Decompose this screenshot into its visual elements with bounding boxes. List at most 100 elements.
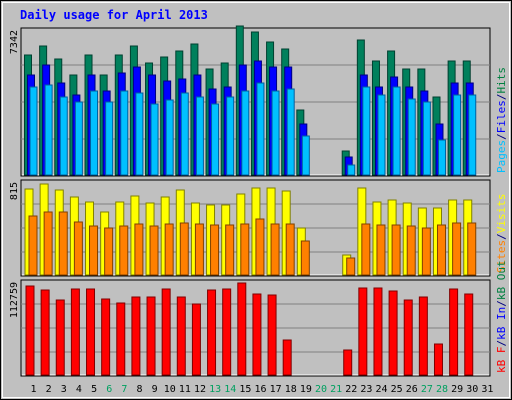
bar-sites-day-17	[270, 223, 280, 276]
bar-sites-day-26	[406, 225, 416, 276]
bar-kb-f-day-30	[464, 293, 474, 376]
bar-pages-day-19	[301, 135, 310, 176]
bar-kb-f-day-18	[282, 339, 292, 376]
legend-part: kB F	[495, 347, 508, 374]
bar-pages-day-16	[256, 82, 265, 176]
x-tick-label-day-24: 24	[376, 384, 388, 395]
bar-kb-f-day-11	[176, 296, 186, 376]
bar-sites-day-6	[104, 227, 114, 276]
bar-pages-day-7	[120, 90, 129, 176]
bar-pages-day-8	[135, 92, 144, 176]
bar-kb-f-day-22	[343, 349, 353, 376]
bar-kb-f-day-12	[191, 303, 201, 376]
x-tick-label-day-14: 14	[224, 384, 236, 395]
bar-kb-f-day-6	[101, 298, 111, 376]
bar-kb-f-day-28	[433, 343, 443, 376]
bar-sites-day-16	[255, 218, 265, 276]
bar-pages-day-22	[347, 164, 356, 176]
x-tick-label-day-27: 27	[421, 384, 433, 395]
x-tick-label-day-11: 11	[179, 384, 191, 395]
legend-part: Hits	[495, 67, 508, 94]
bar-sites-day-4	[73, 221, 83, 276]
bar-sites-day-27	[421, 227, 431, 276]
bar-pages-day-12	[195, 96, 204, 176]
bar-kb-f-day-4	[70, 288, 80, 376]
bar-kb-f-day-16	[252, 293, 262, 376]
x-tick-label-day-16: 16	[254, 384, 266, 395]
chart-title: Daily usage for April 2013	[20, 8, 208, 22]
legend-kbf_kbin_kbout: kB F/kB In/kB Out	[495, 260, 508, 373]
bar-sites-day-25	[391, 224, 401, 276]
legend-visits_sites: Sites/Visits	[495, 194, 508, 274]
bar-kb-f-day-26	[403, 299, 413, 376]
bar-kb-f-day-29	[449, 288, 459, 376]
bar-sites-day-2	[43, 211, 53, 276]
x-tick-label-day-17: 17	[270, 384, 282, 395]
x-tick-label-day-9: 9	[152, 384, 158, 395]
legend-part: /	[495, 300, 508, 307]
bar-sites-day-13	[210, 224, 220, 276]
bar-pages-day-26	[407, 98, 416, 176]
bar-kb-f-day-13	[207, 289, 217, 376]
x-tick-label-day-2: 2	[46, 384, 52, 395]
bar-sites-day-9	[149, 225, 159, 276]
x-tick-label-day-4: 4	[76, 384, 82, 395]
bar-sites-day-28	[436, 224, 446, 276]
bar-kb-f-day-15	[237, 282, 247, 376]
bar-pages-day-3	[59, 96, 68, 176]
x-tick-label-day-21: 21	[330, 384, 342, 395]
bar-sites-day-14	[225, 224, 235, 276]
bar-sites-day-19	[300, 240, 310, 276]
legend-part: kB In	[495, 307, 508, 340]
x-tick-label-day-25: 25	[391, 384, 403, 395]
x-tick-label-day-5: 5	[91, 384, 97, 395]
x-tick-label-day-1: 1	[31, 384, 37, 395]
bar-kb-f-day-5	[86, 288, 96, 376]
bar-pages-day-9	[150, 103, 159, 176]
bar-pages-day-13	[211, 103, 220, 176]
legend-part: kB Out	[495, 260, 508, 300]
bar-sites-day-29	[452, 222, 462, 276]
x-tick-label-day-28: 28	[436, 384, 448, 395]
panel-max-label-visits_sites: 815	[9, 182, 20, 200]
bar-kb-f-day-24	[373, 287, 383, 376]
bar-pages-day-28	[437, 139, 446, 176]
bar-kb-f-day-3	[55, 299, 65, 376]
bar-kb-f-day-23	[358, 287, 368, 376]
x-tick-label-day-6: 6	[106, 384, 112, 395]
x-tick-label-day-7: 7	[121, 384, 127, 395]
x-tick-label-day-15: 15	[239, 384, 251, 395]
bar-pages-day-17	[271, 90, 280, 176]
bar-sites-day-24	[376, 224, 386, 276]
x-tick-label-day-26: 26	[406, 384, 418, 395]
bar-kb-f-day-17	[267, 294, 277, 376]
bar-pages-day-15	[241, 90, 250, 176]
bar-sites-day-8	[134, 223, 144, 276]
legend-part: Visits	[495, 194, 508, 234]
bar-pages-day-1	[29, 86, 38, 176]
legend-part: Sites	[495, 240, 508, 273]
bar-pages-day-25	[392, 86, 401, 176]
x-tick-label-day-20: 20	[315, 384, 327, 395]
bar-pages-day-5	[90, 90, 99, 176]
x-tick-label-day-18: 18	[285, 384, 297, 395]
bar-sites-day-5	[89, 225, 99, 276]
legend-part: /	[495, 233, 508, 240]
x-tick-label-day-8: 8	[136, 384, 142, 395]
legend-hits_files_pages: Pages/Files/Hits	[495, 67, 508, 173]
bar-pages-day-30	[468, 94, 477, 176]
bar-sites-day-23	[361, 223, 371, 276]
bar-kb-f-day-25	[388, 290, 398, 376]
bar-pages-day-24	[377, 94, 386, 176]
bar-sites-day-30	[467, 222, 477, 276]
bar-pages-day-10	[165, 99, 174, 176]
bar-sites-day-3	[58, 211, 68, 276]
bar-kb-f-day-7	[116, 302, 126, 376]
x-tick-label-day-31: 31	[481, 384, 493, 395]
panel-max-label-hits_files_pages: 7342	[9, 30, 20, 54]
bar-kb-f-day-27	[418, 296, 428, 376]
bar-pages-day-6	[105, 101, 114, 176]
